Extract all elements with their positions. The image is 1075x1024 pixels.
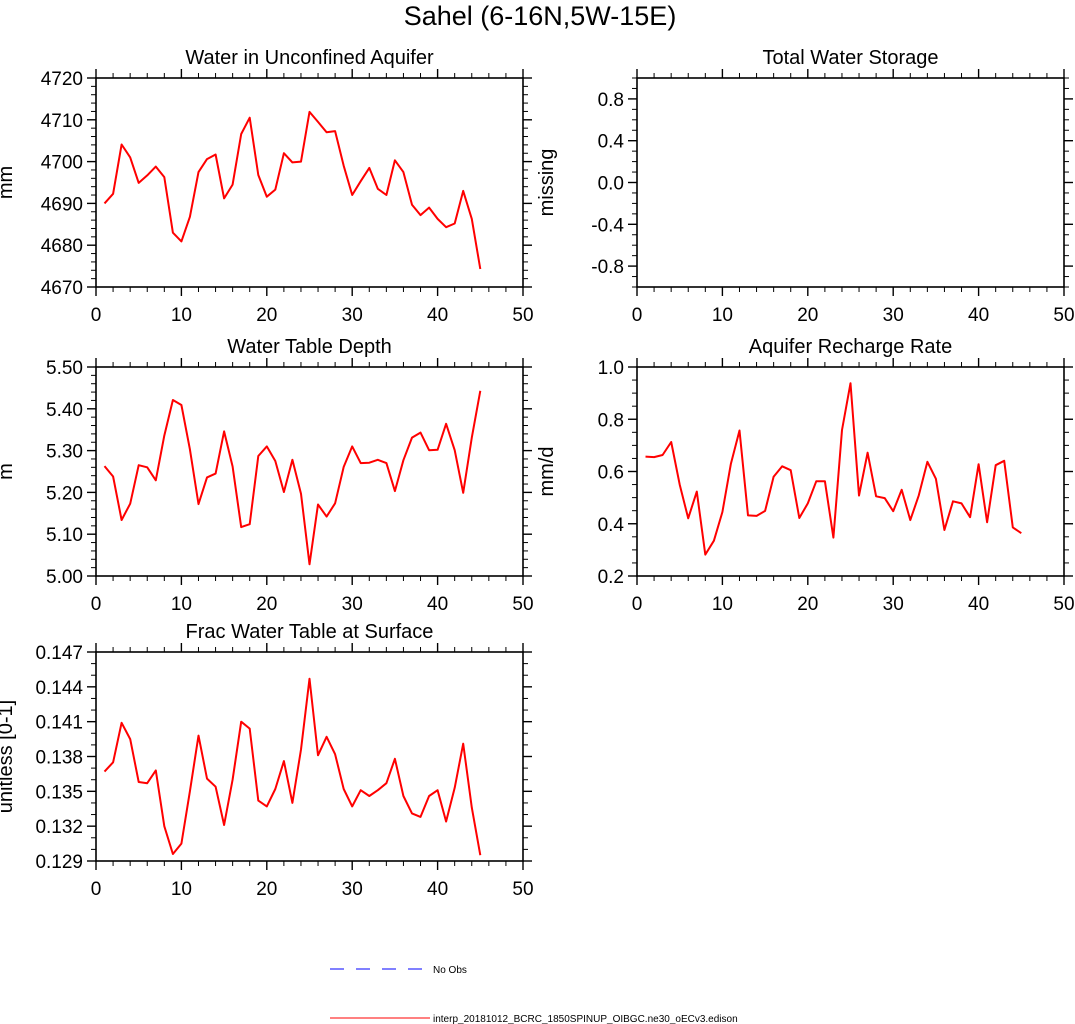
y-tick-label: 4710	[41, 111, 83, 132]
y-tick-label: 0.4	[598, 515, 625, 536]
x-tick-label: 0	[632, 305, 643, 326]
panel-2: 0 10 20 30 40 50 -0.8 -0.4 0.0 0.4 0.8 Total Water …	[536, 47, 1075, 326]
y-tick-label: 0.6	[598, 463, 624, 484]
y-tick-label: 4670	[41, 278, 83, 299]
figure-title: Sahel (6-16N,5W-15E)	[404, 1, 677, 31]
plot-frame	[95, 366, 524, 577]
y-axis-label: unitless [0-1]	[0, 700, 17, 813]
x-tick-label: 40	[427, 594, 448, 615]
y-tick-label: 5.40	[46, 400, 83, 421]
panel-title: Total Water Storage	[762, 47, 938, 69]
y-tick-label: 0.147	[35, 643, 83, 664]
y-tick-label: 0.135	[35, 782, 83, 803]
x-tick-label: 10	[171, 594, 192, 615]
y-tick-label: 4680	[41, 236, 83, 257]
x-tick-label: 20	[256, 594, 277, 615]
y-tick-label: 0.144	[35, 678, 83, 699]
x-tick-label: 50	[512, 305, 533, 326]
x-tick-label: 10	[712, 305, 733, 326]
series-line	[103, 677, 482, 856]
y-tick-label: 0.2	[598, 567, 624, 588]
x-tick-label: 20	[256, 305, 277, 326]
panel-title: Frac Water Table at Surface	[186, 621, 434, 643]
legend-obs-label: No Obs	[433, 965, 467, 976]
x-tick-label: 20	[797, 594, 818, 615]
y-tick-label: 0.138	[35, 748, 83, 769]
panel-1: 0 10 20 30 40 50 4670 4680 4690 4700 4710 4720 Water…	[0, 47, 534, 326]
y-tick-label: 0.132	[35, 817, 83, 838]
x-tick-label: 50	[1053, 305, 1074, 326]
y-tick-label: 5.30	[46, 442, 83, 463]
y-tick-label: -0.4	[591, 215, 624, 236]
y-tick-label: 5.00	[46, 567, 83, 588]
x-tick-label: 40	[968, 305, 989, 326]
panel-4: 0 10 20 30 40 50 0.2 0.4 0.6 0.8 1.0 Aquifer Rechar…	[536, 336, 1075, 615]
y-tick-label: 0.4	[598, 132, 625, 153]
y-tick-label: 4690	[41, 194, 83, 215]
y-axis-label: mm/d	[536, 447, 558, 497]
series-line	[103, 110, 482, 270]
x-tick-label: 30	[883, 594, 904, 615]
legend-model-label: interp_20181012_BCRC_1850SPINUP_OIBGC.ne…	[433, 1014, 738, 1024]
x-tick-label: 0	[91, 305, 102, 326]
y-axis-label: missing	[536, 149, 558, 217]
x-tick-label: 0	[91, 879, 102, 900]
panel-3: 0 10 20 30 40 50 5.00 5.10 5.20 5.30 5.40 5.50 Water…	[0, 336, 534, 615]
x-tick-label: 50	[1053, 594, 1074, 615]
y-tick-label: 0.141	[35, 713, 83, 734]
legend: No Obs interp_20181012_BCRC_1850SPINUP_O…	[330, 965, 738, 1024]
x-tick-label: 40	[427, 305, 448, 326]
x-tick-label: 10	[171, 879, 192, 900]
panel-title: Water Table Depth	[227, 336, 392, 358]
panel-5: 0 10 20 30 40 50 0.129 0.132 0.135 0.138 0.141 0.14…	[0, 621, 534, 900]
panel-title: Aquifer Recharge Rate	[749, 336, 952, 358]
y-tick-label: 5.10	[46, 525, 83, 546]
plot-frame	[636, 366, 1065, 577]
x-tick-label: 50	[512, 879, 533, 900]
y-tick-label: 4720	[41, 69, 83, 90]
plot-frame	[636, 77, 1065, 288]
x-tick-label: 10	[171, 305, 192, 326]
x-tick-label: 30	[883, 305, 904, 326]
y-tick-label: 0.0	[598, 174, 624, 195]
panel-title: Water in Unconfined Aquifer	[185, 47, 434, 69]
y-tick-label: 5.20	[46, 483, 83, 504]
x-tick-label: 30	[342, 879, 363, 900]
x-tick-label: 40	[968, 594, 989, 615]
y-tick-label: 4700	[41, 153, 83, 174]
x-tick-label: 30	[342, 305, 363, 326]
y-tick-label: 0.8	[598, 90, 624, 111]
x-tick-label: 0	[91, 594, 102, 615]
y-axis-label: mm	[0, 166, 17, 199]
x-tick-label: 20	[797, 305, 818, 326]
panels: 0 10 20 30 40 50 4670 4680 4690 4700 4710 4720 Water…	[0, 47, 1075, 900]
x-tick-label: 10	[712, 594, 733, 615]
series-line	[645, 382, 1022, 556]
y-tick-label: 0.129	[35, 852, 83, 873]
series-line	[103, 390, 482, 566]
x-tick-label: 30	[342, 594, 363, 615]
x-tick-label: 40	[427, 879, 448, 900]
y-tick-label: 0.8	[598, 410, 624, 431]
x-tick-label: 50	[512, 594, 533, 615]
y-axis-label: m	[0, 463, 17, 480]
plot-frame	[95, 77, 524, 288]
x-tick-label: 20	[256, 879, 277, 900]
x-tick-label: 0	[632, 594, 643, 615]
y-tick-label: -0.8	[591, 257, 624, 278]
y-tick-label: 5.50	[46, 358, 83, 379]
y-tick-label: 1.0	[598, 358, 624, 379]
